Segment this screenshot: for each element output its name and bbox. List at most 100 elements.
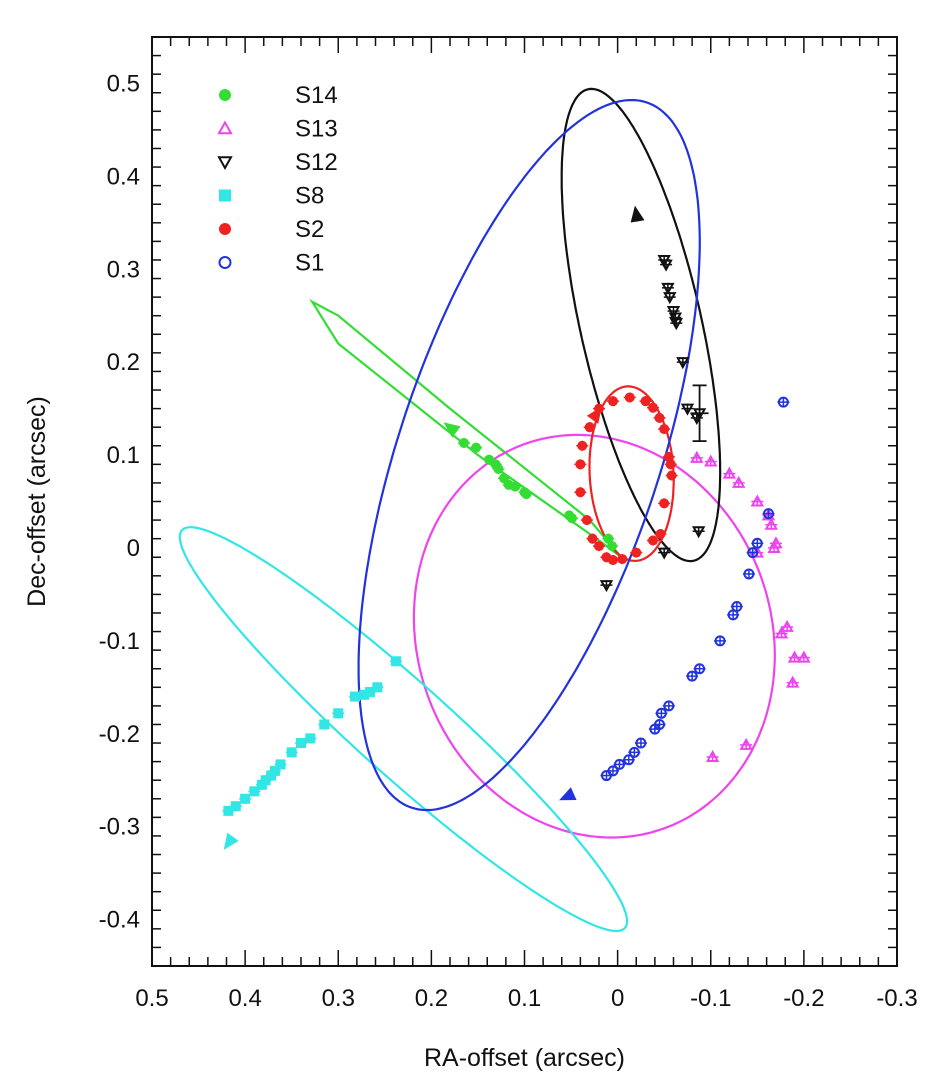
legend-marker — [219, 189, 231, 202]
s12-data-point — [680, 403, 695, 416]
s13-data-point — [731, 475, 746, 488]
s14-data-point — [471, 442, 482, 453]
s2-data-point — [659, 424, 670, 435]
s1-data-point — [613, 758, 625, 770]
s1-data-point — [714, 635, 726, 647]
x-tick-label: 0.5 — [135, 985, 168, 1012]
s14-data-point — [603, 533, 614, 544]
s14-data-point — [493, 463, 504, 474]
s8-data-point — [230, 801, 241, 812]
s8-orbit — [178, 526, 629, 933]
s2-data-point — [631, 547, 642, 558]
legend: S14 S13 S12 S8 S2 S1 — [217, 82, 338, 277]
s1-data-point — [663, 700, 675, 712]
s13-data-point — [767, 540, 781, 553]
x-tick-label: 0.4 — [228, 985, 261, 1012]
s8-data-point — [275, 759, 286, 770]
s13-data-point — [705, 749, 720, 762]
y-tick-label: 0.2 — [107, 349, 140, 376]
x-tick-label: -0.1 — [690, 985, 731, 1012]
legend-marker — [217, 156, 233, 171]
s13-data-point — [761, 508, 776, 521]
s2-data-point — [587, 533, 598, 544]
y-tick-label: 0.4 — [107, 163, 140, 190]
s2-data-point — [584, 422, 595, 433]
y-tick-label: 0 — [127, 535, 140, 562]
s14-data-point — [566, 513, 577, 524]
axis-ticks — [151, 36, 898, 967]
s8-data-point — [249, 786, 260, 797]
s1-data-point — [694, 663, 706, 675]
x-tick-label: -0.3 — [876, 985, 917, 1012]
s1-data-point — [600, 770, 612, 782]
s13-data-point — [722, 466, 737, 479]
s13-data-point — [797, 650, 811, 663]
x-tick-label: -0.2 — [783, 985, 824, 1012]
y-tick-label: 0.3 — [107, 256, 140, 283]
s12-data-point — [692, 408, 707, 421]
legend-label: S12 — [295, 149, 338, 176]
s2-data-point — [577, 440, 588, 451]
s14-data-point — [458, 437, 469, 448]
s2-points — [574, 392, 678, 566]
legend-item-s13: S13 — [217, 116, 338, 143]
legend-label: S14 — [295, 82, 338, 109]
y-tick-label: -0.4 — [99, 907, 140, 934]
x-tick-label: 0.1 — [508, 985, 541, 1012]
legend-label: S13 — [295, 116, 338, 143]
y-axis-label: Dec-offset (arcsec) — [23, 396, 51, 607]
s8-data-point — [364, 686, 375, 697]
s2-data-point — [581, 515, 592, 526]
s8-data-point — [240, 793, 251, 804]
s12-data-point — [691, 526, 706, 539]
legend-item-s14: S14 — [219, 82, 338, 109]
s2-data-point — [654, 412, 665, 423]
s1-data-point — [747, 547, 759, 559]
s13-data-point — [690, 450, 704, 463]
s1-data-point — [686, 670, 698, 682]
s2-data-point — [594, 403, 604, 414]
s2-data-point — [665, 459, 676, 470]
y-tick-label: 0.1 — [107, 442, 140, 469]
x-tick-label: 0 — [611, 985, 624, 1012]
s8-data-point — [296, 738, 306, 749]
legend-item-s8: S8 — [219, 183, 324, 210]
legend-label: S8 — [295, 183, 324, 210]
s13-data-point — [786, 675, 800, 688]
data-points — [222, 254, 811, 816]
s12-data-point — [669, 318, 683, 331]
y-tick-labels: -0.4 -0.3 -0.2 -0.1 0 0.1 0.2 0.3 0.4 0.5 — [99, 70, 140, 933]
s14-data-point — [510, 481, 521, 492]
s1-data-point — [649, 723, 661, 735]
s14-orbit-arrow — [443, 422, 461, 438]
s8-orbit-arrow — [223, 832, 239, 850]
s2-data-point — [601, 552, 612, 563]
s8-data-point — [319, 719, 330, 730]
s12-data-point — [659, 259, 673, 272]
s12-data-point — [599, 580, 614, 593]
s13-data-point — [750, 494, 765, 507]
s13-data-point — [704, 454, 718, 467]
s13-data-point — [739, 737, 753, 750]
s8-data-point — [256, 779, 267, 790]
s8-data-point — [305, 733, 316, 744]
orbits — [178, 87, 776, 933]
s1-data-point — [623, 754, 635, 766]
s8-data-point — [223, 805, 234, 816]
s1-data-point — [628, 746, 640, 758]
legend-marker — [218, 256, 232, 269]
s1-data-point — [655, 707, 667, 719]
s2-data-point — [624, 392, 635, 403]
legend-marker — [219, 89, 231, 101]
s12-data-point — [666, 306, 681, 319]
s8-data-point — [372, 682, 383, 693]
s2-data-point — [648, 402, 659, 413]
s2-data-point — [655, 529, 666, 540]
s2-data-point — [575, 487, 586, 498]
x-axis-label: RA-offset (arcsec) — [424, 1044, 625, 1072]
plot-frame — [151, 36, 898, 967]
y-tick-label: 0.5 — [107, 70, 140, 97]
legend-item-s12: S12 — [217, 149, 338, 176]
legend-label: S1 — [295, 250, 324, 277]
s8-points — [222, 656, 402, 816]
